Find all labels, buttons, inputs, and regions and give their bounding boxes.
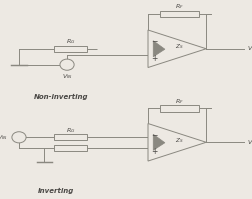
Text: Non-inverting: Non-inverting xyxy=(33,94,88,100)
Bar xyxy=(54,145,87,151)
Text: $V_{IN}$: $V_{IN}$ xyxy=(61,72,72,81)
Text: $R_F$: $R_F$ xyxy=(174,3,183,11)
Text: $+$: $+$ xyxy=(150,146,158,156)
Text: Inverting: Inverting xyxy=(37,188,74,194)
Text: $V_{IN}$: $V_{IN}$ xyxy=(0,133,8,142)
Text: $R_G$: $R_G$ xyxy=(66,37,75,46)
Text: $+$: $+$ xyxy=(150,53,158,63)
Circle shape xyxy=(12,132,26,143)
Circle shape xyxy=(60,59,74,70)
Bar xyxy=(160,11,199,17)
Bar xyxy=(54,134,87,140)
Text: $R_G$: $R_G$ xyxy=(66,126,75,135)
Text: $Z_S$: $Z_S$ xyxy=(174,42,183,51)
Text: $R_F$: $R_F$ xyxy=(174,97,183,106)
Bar xyxy=(160,105,199,112)
Polygon shape xyxy=(153,134,164,150)
Text: $V_{OUT}$: $V_{OUT}$ xyxy=(246,138,252,147)
Polygon shape xyxy=(153,41,164,57)
Polygon shape xyxy=(147,30,205,67)
Text: $Z_S$: $Z_S$ xyxy=(174,136,183,145)
Polygon shape xyxy=(147,124,205,161)
Bar xyxy=(54,46,87,52)
Text: $V_{OUT}$: $V_{OUT}$ xyxy=(246,44,252,53)
Text: $-$: $-$ xyxy=(150,35,158,44)
Text: $-$: $-$ xyxy=(150,129,158,138)
